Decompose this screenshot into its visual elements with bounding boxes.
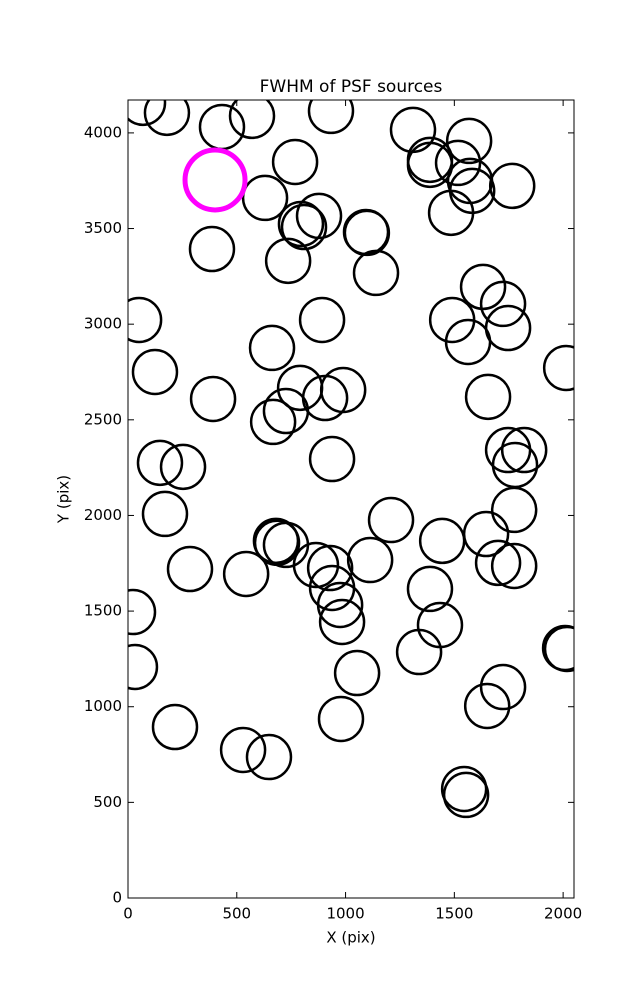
x-tick-label: 0 xyxy=(123,905,133,923)
source-circle xyxy=(490,486,538,534)
source-circle xyxy=(406,141,454,189)
source-circle xyxy=(295,192,343,240)
source-circle xyxy=(189,375,237,423)
source-circle xyxy=(298,296,346,344)
source-circle xyxy=(346,536,394,584)
source-circle xyxy=(543,625,574,673)
source-circle xyxy=(128,296,163,344)
source-circle xyxy=(459,263,507,311)
source-circle xyxy=(542,344,574,392)
source-circle xyxy=(262,387,310,435)
source-circle xyxy=(198,103,246,151)
source-circle xyxy=(333,649,381,697)
source-circle xyxy=(141,490,189,538)
source-circle xyxy=(418,517,466,565)
source-circle xyxy=(128,100,167,127)
y-tick-label: 1000 xyxy=(84,697,122,715)
source-circle xyxy=(248,324,296,372)
source-circle xyxy=(474,539,522,587)
source-circle xyxy=(319,366,367,414)
source-circle xyxy=(445,117,493,165)
y-axis-label: Y (pix) xyxy=(55,475,73,524)
source-circle xyxy=(271,138,319,186)
x-tick-label: 2000 xyxy=(544,905,582,923)
source-circle xyxy=(318,598,366,646)
source-circle xyxy=(128,643,159,691)
source-circle xyxy=(308,435,356,483)
source-circle xyxy=(188,225,236,273)
source-circle xyxy=(307,100,355,135)
y-tick-label: 3500 xyxy=(84,219,122,237)
source-circle xyxy=(367,496,415,544)
source-circle xyxy=(128,588,157,636)
source-circle xyxy=(442,771,490,819)
source-circle xyxy=(343,209,391,257)
source-circle xyxy=(479,663,527,711)
y-tick-label: 2500 xyxy=(84,410,122,428)
y-tick-label: 4000 xyxy=(84,123,122,141)
y-tick-label: 1500 xyxy=(84,602,122,620)
source-circle xyxy=(228,100,276,140)
source-circle xyxy=(500,426,548,474)
y-tick-label: 500 xyxy=(93,793,122,811)
source-circle xyxy=(159,443,207,491)
source-circle xyxy=(490,542,538,590)
source-circle xyxy=(491,441,539,489)
source-circle xyxy=(462,510,510,558)
source-circle xyxy=(264,237,312,285)
source-circle xyxy=(136,439,184,487)
source-circle xyxy=(182,147,248,213)
source-circle xyxy=(301,374,349,422)
chart-title: FWHM of PSF sources xyxy=(260,77,443,97)
source-circle xyxy=(292,541,340,589)
source-circle xyxy=(280,203,328,251)
source-circle xyxy=(479,280,527,328)
source-circle xyxy=(151,703,199,751)
source-circle xyxy=(463,682,511,730)
source-circle xyxy=(352,249,400,297)
source-circle xyxy=(219,726,267,774)
axes-frame xyxy=(127,99,575,899)
source-circle xyxy=(249,398,297,446)
source-circle xyxy=(464,373,512,421)
x-tick-label: 500 xyxy=(222,905,251,923)
source-circle xyxy=(427,189,475,237)
source-circle xyxy=(131,348,179,396)
y-tick-label: 2000 xyxy=(84,506,122,524)
source-circle xyxy=(166,545,214,593)
source-circle xyxy=(395,628,443,676)
source-circle xyxy=(488,162,536,210)
x-tick-label: 1000 xyxy=(326,905,364,923)
source-circle xyxy=(406,565,454,613)
x-tick-label: 1500 xyxy=(435,905,473,923)
source-circle xyxy=(306,544,354,592)
source-circle xyxy=(143,100,191,137)
source-circle xyxy=(484,304,532,352)
source-circle xyxy=(317,695,365,743)
source-circle xyxy=(245,733,293,781)
source-circle xyxy=(444,318,492,366)
source-circle xyxy=(241,174,289,222)
plot-area xyxy=(128,100,574,819)
source-circle xyxy=(316,581,364,629)
y-tick-label: 3000 xyxy=(84,315,122,333)
source-circle xyxy=(434,139,482,187)
source-circle xyxy=(222,550,270,598)
x-axis-label: X (pix) xyxy=(326,929,375,947)
y-tick-label: 0 xyxy=(112,889,122,907)
